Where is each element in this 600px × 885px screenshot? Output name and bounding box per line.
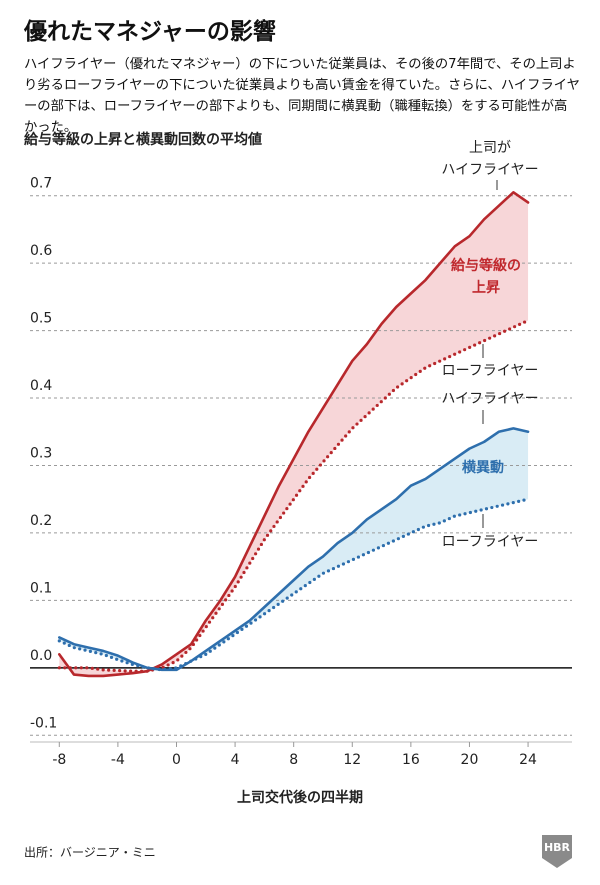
x-tick-label: 8: [289, 752, 298, 768]
band-label: 給与等級の: [451, 257, 521, 274]
chart-title: 給与等級の上昇と横異動回数の平均値: [24, 131, 262, 148]
band-fill: [59, 192, 529, 676]
x-tick-label: 16: [402, 752, 420, 768]
x-tick-label: -8: [52, 752, 66, 768]
x-tick-label: 0: [172, 752, 181, 768]
series-label: ローフライヤー: [442, 363, 539, 379]
subtitle: ハイフライヤー（優れたマネジャー）の下についた従業員は、その後の7年間で、その上…: [24, 57, 580, 135]
logo-shield: [542, 835, 572, 868]
x-axis-label: 上司交代後の四半期: [237, 789, 363, 806]
band-label: 横異動: [462, 459, 504, 476]
source: 出所：バージニア・ミニ: [24, 846, 156, 860]
series-line: [57, 318, 530, 673]
y-tick-label: 0.3: [30, 445, 52, 461]
x-tick-label: -4: [111, 752, 125, 768]
series-label: ローフライヤー: [442, 534, 539, 550]
y-tick-label: 0.0: [30, 648, 52, 664]
series-label: ハイフライヤー: [441, 391, 538, 407]
x-tick-label: 4: [231, 752, 240, 768]
y-tick-label: 0.1: [30, 580, 52, 596]
y-tick-label: 0.4: [30, 378, 52, 394]
band-label: 上昇: [472, 280, 500, 296]
y-tick-label: 0.6: [30, 243, 52, 259]
y-tick-label: -0.1: [30, 715, 57, 731]
logo: HBR: [544, 841, 571, 854]
y-tick-label: 0.7: [30, 176, 52, 192]
series-line: [58, 191, 530, 678]
x-tick-label: 24: [519, 752, 537, 768]
series-line: [57, 497, 530, 672]
y-tick-label: 0.5: [30, 311, 52, 327]
title: 優れたマネジャーの影響: [24, 19, 276, 45]
band-fill: [59, 428, 529, 670]
series-label: ハイフライヤー: [441, 162, 538, 178]
x-tick-label: 12: [343, 752, 361, 768]
x-tick-label: 20: [461, 752, 479, 768]
annotation: 上司が: [469, 140, 511, 156]
y-tick-label: 0.2: [30, 513, 52, 529]
